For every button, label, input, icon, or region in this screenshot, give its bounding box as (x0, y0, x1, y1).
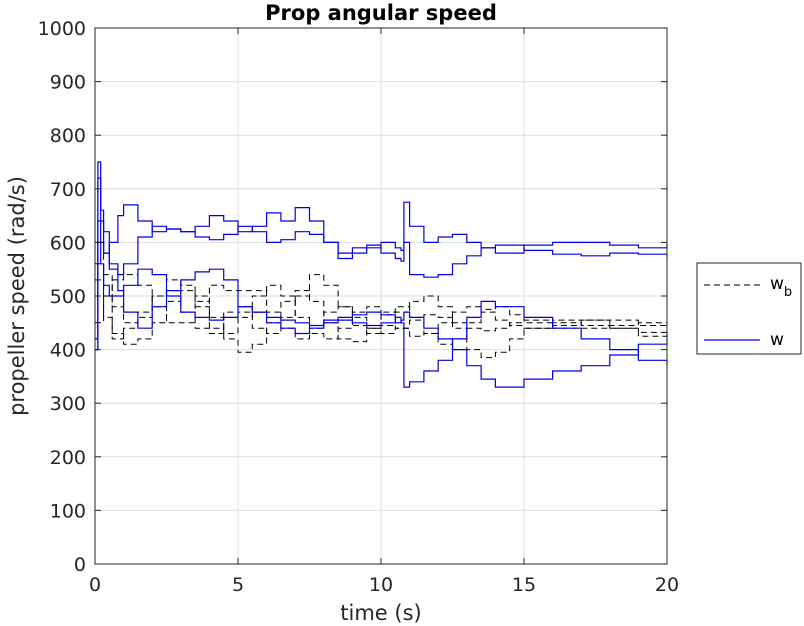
x-tick-label: 0 (89, 574, 101, 596)
series-w-line-7 (95, 241, 668, 388)
series-w-line-5 (95, 177, 668, 340)
y-axis-label: propeller speed (rad/s) (5, 176, 29, 416)
y-tick-label: 700 (50, 179, 86, 201)
y-tick-label: 500 (50, 286, 86, 308)
y-tick-label: 400 (50, 340, 86, 362)
x-tick-label: 20 (655, 574, 679, 596)
y-tick-label: 0 (74, 554, 86, 576)
y-tick-label: 200 (50, 447, 86, 469)
legend-entry-wb-subscript: b (784, 285, 792, 300)
x-tick-label: 5 (232, 574, 244, 596)
y-tick-label: 1000 (38, 18, 86, 40)
y-tick-label: 100 (50, 500, 86, 522)
legend-entry-wb: wb (770, 274, 792, 300)
legend-entry-w: w (770, 330, 784, 350)
legend: wb w (696, 262, 802, 355)
legend-entry-wb-label: w (770, 274, 784, 294)
series-w-line-4 (95, 161, 668, 351)
series-w-line-6 (95, 220, 668, 388)
series-wb-line-3 (95, 274, 668, 359)
plot-lines (95, 161, 668, 388)
chart-title: Prop angular speed (265, 1, 497, 25)
y-tick-label: 900 (50, 72, 86, 94)
y-tick-label: 600 (50, 232, 86, 254)
legend-entry-w-label: w (770, 330, 784, 350)
x-axis-label: time (s) (340, 601, 421, 625)
y-tick-label: 300 (50, 393, 86, 415)
x-tick-label: 15 (512, 574, 536, 596)
x-tick-label: 10 (369, 574, 393, 596)
legend-box (696, 262, 802, 355)
y-tick-label: 800 (50, 125, 86, 147)
